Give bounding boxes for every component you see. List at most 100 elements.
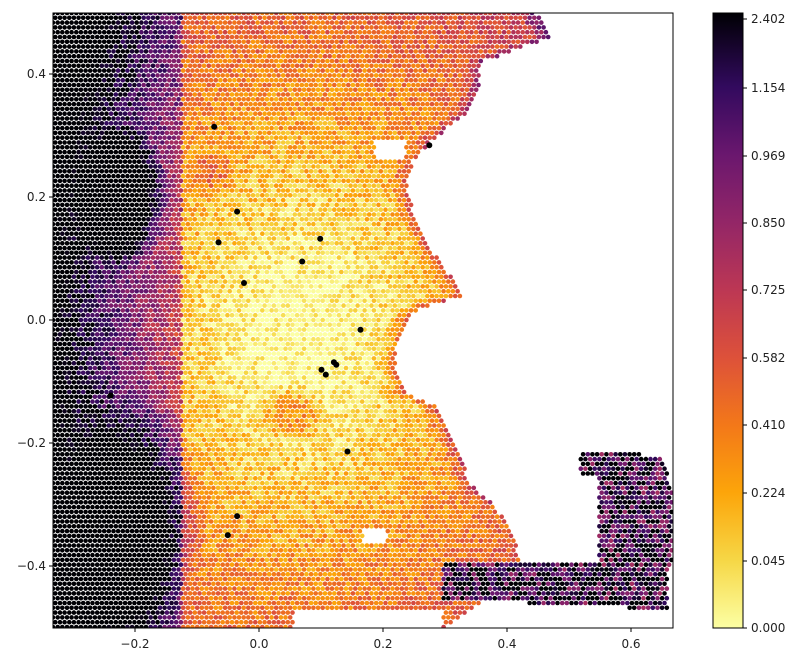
hex-cell [176,68,181,73]
hex-cell [136,111,142,116]
hex-cell [113,34,119,40]
hex-cell [76,130,81,136]
hex-cell [199,135,205,140]
hex-cell [387,63,393,69]
hex-cell [222,97,228,102]
hex-cell [341,274,346,280]
hex-cell [92,87,98,93]
hex-cell [329,58,335,64]
hex-cell [325,279,330,284]
hex-cell [185,260,191,265]
hex-cell [197,73,202,78]
hex-cell [118,82,123,88]
hex-cell [325,183,330,188]
hex-cell [392,217,398,222]
hex-cell [292,231,298,236]
hex-cell [271,130,277,136]
hex-cell [341,245,346,251]
hex-cell [543,29,549,35]
hex-cell [64,154,70,160]
hex-cell [99,178,105,184]
hex-cell [320,68,326,73]
hex-cell [425,101,430,107]
hex-cell [371,221,377,227]
hex-cell [357,13,363,16]
hex-cell [443,274,449,280]
hex-cell [359,34,365,40]
hex-cell [401,207,407,212]
hex-cell [425,82,430,88]
hex-cell [113,73,119,78]
hex-cell [297,269,302,275]
hex-cell [280,178,286,184]
hex-cell [215,188,221,193]
hex-cell [97,125,102,131]
hex-cell [150,34,156,40]
hex-cell [308,92,314,97]
hex-cell [146,130,151,136]
hex-cell [178,226,184,232]
hex-cell [332,101,337,107]
hex-cell [385,58,391,64]
hex-cell [180,20,186,25]
hex-cell [162,183,167,188]
hex-cell [539,20,544,25]
hex-cell [434,34,439,40]
hex-cell [162,173,167,179]
hex-cell [292,221,298,227]
hex-cell [301,58,307,64]
hex-cell [362,49,367,54]
hex-cell [143,250,149,256]
hex-cell [359,236,365,241]
hex-cell [287,231,293,236]
hex-cell [390,193,395,198]
hex-cell [199,29,205,35]
hex-cell [271,274,277,280]
hex-cell [150,63,156,69]
hex-cell [185,20,191,25]
hex-cell [141,169,146,174]
hex-cell [213,260,219,265]
hex-cell [413,68,419,73]
hex-cell [527,34,532,40]
hex-cell [199,145,205,150]
hex-cell [64,135,70,140]
hex-cell [208,58,214,64]
hex-cell [248,34,253,40]
hex-cell [236,68,242,73]
hex-cell [304,245,309,251]
hex-cell [197,197,202,203]
hex-cell [457,53,463,59]
hex-cell [94,284,100,289]
hex-cell [53,82,58,88]
hex-cell [255,260,260,265]
hex-cell [220,140,225,145]
hex-cell [285,34,291,40]
hex-cell [108,197,114,203]
hex-cell [294,226,300,232]
hex-cell [169,188,174,193]
hex-cell [206,15,212,21]
hex-cell [141,284,146,289]
hex-cell [315,68,321,73]
hex-cell [80,236,86,241]
hex-cell [283,173,288,179]
hex-cell [104,111,109,116]
hex-cell [308,121,314,126]
hex-cell [139,29,144,35]
hex-cell [155,264,160,270]
hex-cell [148,145,153,150]
hex-cell [99,92,105,97]
hex-cell [464,77,470,83]
hex-cell [380,279,386,284]
hex-cell [408,250,414,256]
hex-cell [525,29,530,35]
hex-cell [339,164,344,169]
hex-cell [220,226,225,232]
hex-cell [264,202,270,208]
hex-cell [262,255,267,260]
hex-cell [211,53,216,59]
hex-cell [132,284,137,289]
hex-cell [160,169,165,174]
hex-cell [448,121,453,126]
